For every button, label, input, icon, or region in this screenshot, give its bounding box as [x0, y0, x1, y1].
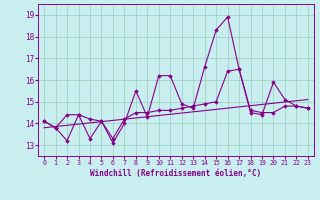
X-axis label: Windchill (Refroidissement éolien,°C): Windchill (Refroidissement éolien,°C) [91, 169, 261, 178]
